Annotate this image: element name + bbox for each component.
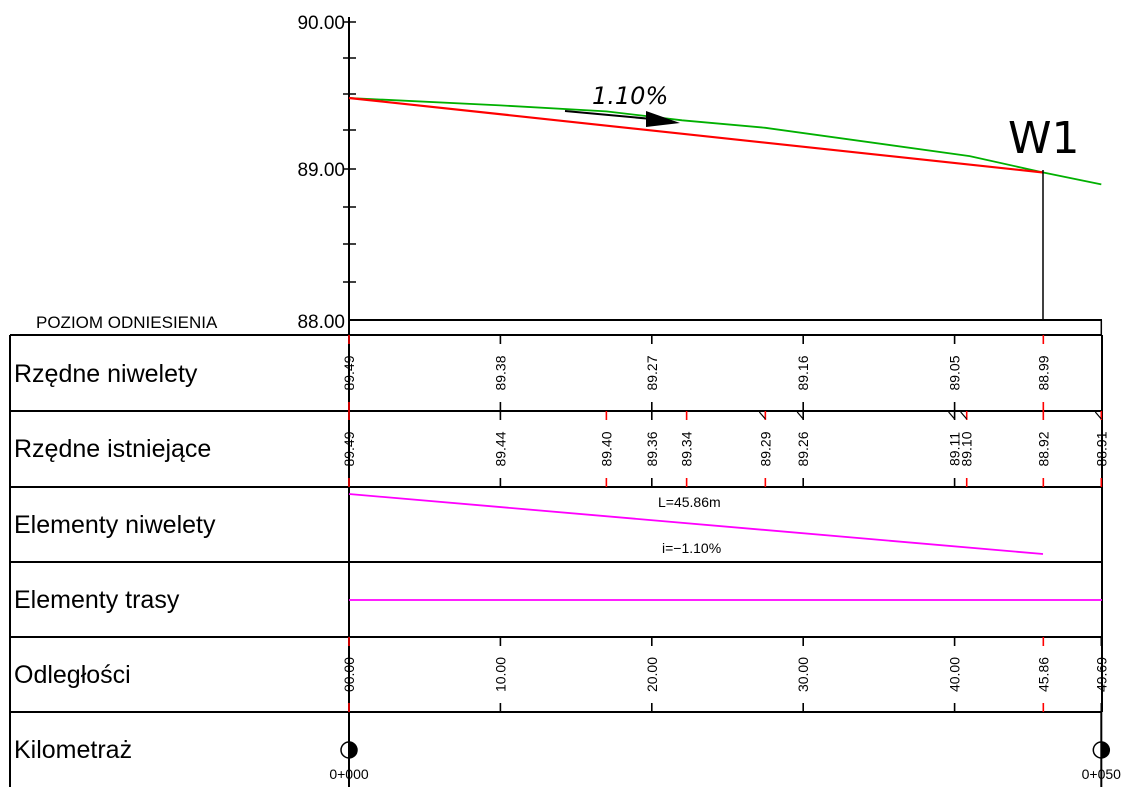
rzedne_istniejace-value-label: 89.36 [644,431,660,466]
slope-label: 1.10% [592,82,668,110]
rzedne_istniejace-value-label: 89.10 [959,431,975,466]
odleglosci-value-label: 45.86 [1035,657,1051,692]
rzedne_istniejace-value-label: 89.29 [757,431,773,466]
station-label: 0+000 [329,766,369,782]
slope-annotation: 1.10% [564,82,680,127]
rzedne_istniejace-value-label: 89.49 [341,431,357,466]
rzedne_istniejace-angle-mark [948,411,956,420]
grade-length-label: L=45.86m [658,494,721,510]
reference-level-label: POZIOM ODNIESIENIA [36,313,218,332]
rzedne_istniejace-value-label: 89.34 [679,431,695,466]
rzedne_niwelety-value-label: 89.49 [341,355,357,390]
rzedne_niwelety-value-label: 89.27 [644,355,660,390]
w1-label: W1 [1008,113,1080,164]
elevation-axis: 90.00 89.00 POZIOM ODNIESIENIA 88.00 [36,13,356,787]
rzedne_niwelety-value-label: 89.16 [795,355,811,390]
odleglosci-value-label: 20.00 [644,657,660,692]
station-marker-fill [1101,742,1110,758]
rzedne_niwelety-value-label: 88.99 [1035,355,1051,390]
rzedne_istniejace-value-label: 89.40 [598,431,614,466]
grade-percent-label: i=−1.10% [662,540,721,556]
slope-arrow-icon [646,111,680,127]
station-marker-fill [349,742,357,758]
y-tick-label-90: 90.00 [297,13,345,34]
y-tick-label-88: 88.00 [297,312,345,333]
rzedne_niwelety-value-label: 89.05 [947,355,963,390]
table-marks: 89.49 89.38 89.27 89.16 89.05 88.99 89.49 89.44… [329,320,1121,787]
rzedne_istniejace-angle-mark [960,411,968,420]
row-label-rzedne-niwelety: Rzędne niwelety [14,360,198,388]
odleglosci-value-label: 10.00 [492,657,508,692]
rzedne_istniejace-value-label: 89.11 [947,432,963,466]
odleglosci-value-label: 40.00 [947,657,963,692]
design-grade-line [348,96,1044,174]
existing-ground-line [348,97,1102,186]
odleglosci-value-label: 00.00 [341,657,357,692]
rzedne_istniejace-value-label: 88.92 [1035,431,1051,466]
row-label-kilometraz: Kilometraż [14,736,132,764]
row-label-odleglosci: Odległości [14,661,131,689]
odleglosci-value-label: 30.00 [795,657,811,692]
row-label-elementy-trasy: Elementy trasy [14,586,180,614]
rzedne_niwelety-value-label: 89.38 [492,355,508,390]
rzedne_istniejace-angle-mark [1094,411,1102,420]
y-tick-label-89: 89.00 [297,160,345,181]
station-label: 0+050 [1082,766,1122,782]
odleglosci-value-label: 49.69 [1093,657,1109,692]
rzedne_istniejace-value-label: 88.91 [1093,431,1109,466]
grade-element-line [348,493,1044,555]
rzedne_istniejace-value-label: 89.26 [795,431,811,466]
profile-table-grid [9,334,1103,787]
rzedne_istniejace-angle-mark [796,411,804,420]
rzedne_istniejace-value-label: 89.44 [492,431,508,466]
row-label-rzedne-istniejace: Rzędne istniejące [14,435,211,463]
row-label-elementy-niwelety: Elementy niwelety [14,511,216,539]
rzedne_istniejace-angle-mark [758,411,766,420]
